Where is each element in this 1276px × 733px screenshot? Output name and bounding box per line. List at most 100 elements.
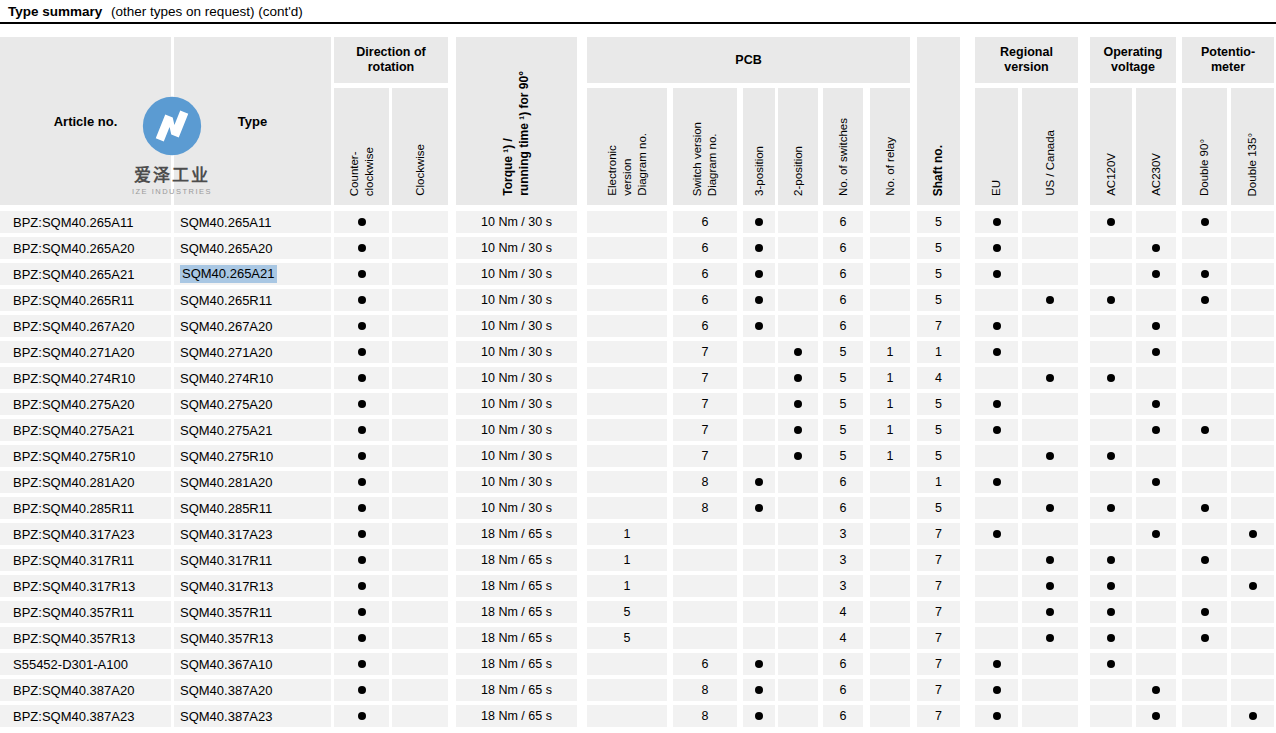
cell-shaft: 4 [917,367,960,389]
cell-switch [673,575,737,597]
cell-elec [587,237,667,259]
cell-d90 [1182,497,1227,519]
cell-eu [975,341,1018,363]
col-header-double-135: Double 135° [1231,88,1274,205]
cell-d135 [1231,393,1274,415]
cell-d135 [1231,523,1274,545]
cell-us [1022,263,1078,285]
cell-ccw [334,705,389,727]
dot-marker [358,478,366,486]
col-header-counter-clockwise: Counter- clockwise [334,88,389,205]
cell-d90 [1182,575,1227,597]
dot-marker [794,426,802,434]
cell-d90 [1182,523,1227,545]
cell-d135 [1231,289,1274,311]
cell-relay: 1 [870,341,910,363]
cell-shaft: 5 [917,393,960,415]
cell-switches: 6 [823,315,863,337]
cell-ac230 [1136,679,1176,701]
group-header-operating-voltage: Operating voltage [1090,37,1176,83]
cell-eu [975,601,1018,623]
cell-torque: 18 Nm / 65 s [456,523,577,545]
selected-type-text[interactable]: SQM40.265A21 [180,265,277,283]
cell-ac230 [1136,549,1176,571]
cell-ac120 [1090,263,1132,285]
cell-ac120 [1090,471,1132,493]
table-row: BPZ:SQM40.265A21SQM40.265A2110 Nm / 30 s… [0,263,1276,285]
datasheet-page: Type summary (other types on request) (c… [0,0,1276,733]
type-table-body: BPZ:SQM40.265A11SQM40.265A1110 Nm / 30 s… [0,211,1276,731]
cell-pos3 [743,601,775,623]
cell-cw [392,419,448,441]
dot-marker [358,400,366,408]
cell-d135 [1231,341,1274,363]
cell-article: BPZ:SQM40.357R13 [0,627,171,649]
cell-type: SQM40.357R11 [174,601,331,623]
cell-eu [975,679,1018,701]
cell-d90 [1182,289,1227,311]
cell-switches: 5 [823,393,863,415]
cell-cw [392,315,448,337]
cell-article: BPZ:SQM40.275A21 [0,419,171,441]
cell-pos3 [743,393,775,415]
cell-torque: 10 Nm / 30 s [456,341,577,363]
cell-ac120 [1090,523,1132,545]
cell-cw [392,367,448,389]
cell-article: BPZ:SQM40.285R11 [0,497,171,519]
cell-ccw [334,237,389,259]
cell-eu [975,211,1018,233]
cell-relay [870,263,910,285]
cell-type: SQM40.267A20 [174,315,331,337]
cell-elec: 5 [587,627,667,649]
cell-cw [392,523,448,545]
dot-marker [358,582,366,590]
cell-switches: 6 [823,289,863,311]
dot-marker [1107,296,1115,304]
shaft-no-label: Shaft no. [931,145,947,196]
cell-type: SQM40.265A20 [174,237,331,259]
cell-ccw [334,211,389,233]
cell-cw [392,445,448,467]
cell-relay [870,315,910,337]
cell-type: SQM40.317R11 [174,549,331,571]
cell-article: BPZ:SQM40.275A20 [0,393,171,415]
no-of-relay-label: No. of relay [883,137,898,196]
cell-us [1022,497,1078,519]
col-header-no-of-switches: No. of switches [823,88,863,205]
cell-ccw [334,445,389,467]
table-row: BPZ:SQM40.271A20SQM40.271A2010 Nm / 30 s… [0,341,1276,363]
cell-ccw [334,523,389,545]
cell-us [1022,419,1078,441]
title-divider [0,22,1276,24]
cell-type: SQM40.275A21 [174,419,331,441]
cell-article: BPZ:SQM40.357R11 [0,601,171,623]
cell-relay [870,237,910,259]
cell-pos2 [778,419,818,441]
cell-pos3 [743,445,775,467]
cell-d90 [1182,367,1227,389]
cell-relay [870,627,910,649]
cell-ac230 [1136,575,1176,597]
cell-switches: 3 [823,575,863,597]
cell-relay [870,653,910,675]
cell-switches: 6 [823,263,863,285]
dot-marker [993,244,1001,252]
cell-d90 [1182,445,1227,467]
cell-cw [392,289,448,311]
cell-ac230 [1136,315,1176,337]
cell-pos2 [778,211,818,233]
cell-pos2 [778,523,818,545]
cell-ac230 [1136,367,1176,389]
cell-pos3 [743,497,775,519]
cell-pos3 [743,419,775,441]
cell-eu [975,263,1018,285]
cell-d90 [1182,705,1227,727]
cell-eu [975,549,1018,571]
cell-d90 [1182,679,1227,701]
cell-d90 [1182,237,1227,259]
cell-shaft: 5 [917,497,960,519]
cell-d135 [1231,471,1274,493]
ize-logo-subtext: IZE INDUSTRIES [128,187,216,196]
cell-us [1022,653,1078,675]
dot-marker [358,426,366,434]
